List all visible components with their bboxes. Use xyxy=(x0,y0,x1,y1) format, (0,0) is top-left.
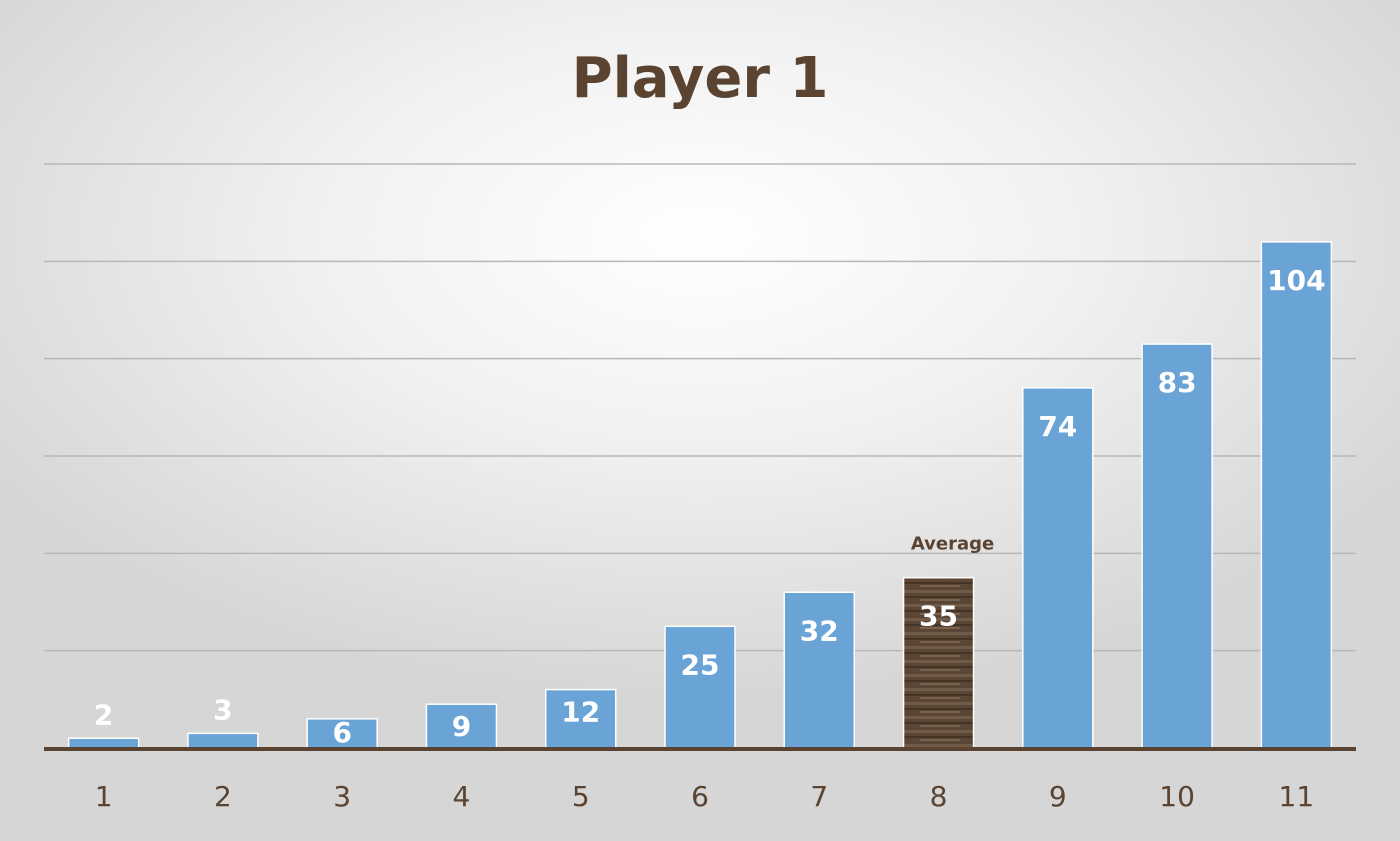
data-label-5: 12 xyxy=(561,696,600,729)
data-label-7: 32 xyxy=(800,614,839,647)
x-tick-label-8: 8 xyxy=(930,780,948,813)
bar-4 xyxy=(425,703,498,749)
chart-title: Player 1 xyxy=(572,46,829,111)
bar-3 xyxy=(306,718,378,749)
data-label-2: 3 xyxy=(213,693,232,726)
x-tick-label-11: 11 xyxy=(1279,780,1315,813)
x-tick-label-2: 2 xyxy=(214,780,232,813)
x-tick-label-3: 3 xyxy=(333,780,351,813)
bars xyxy=(67,241,1333,749)
data-label-3: 6 xyxy=(332,716,351,749)
bar-10 xyxy=(1141,343,1213,749)
data-label-10: 83 xyxy=(1158,366,1197,399)
x-tick-label-1: 1 xyxy=(95,780,113,813)
average-annotation: Average xyxy=(911,534,994,555)
gridlines xyxy=(44,163,1356,652)
bar-7 xyxy=(783,591,856,749)
bar-5 xyxy=(544,688,617,749)
data-label-6: 25 xyxy=(681,648,720,681)
bar-2 xyxy=(187,732,259,749)
x-tick-label-5: 5 xyxy=(572,780,590,813)
x-tick-label-4: 4 xyxy=(453,780,471,813)
x-tick-label-7: 7 xyxy=(810,780,828,813)
x-tick-label-9: 9 xyxy=(1049,780,1067,813)
data-label-1: 2 xyxy=(94,698,113,731)
data-label-8: 35 xyxy=(919,600,958,633)
bar-1 xyxy=(67,737,140,749)
data-label-9: 74 xyxy=(1038,410,1077,443)
x-tick-label-6: 6 xyxy=(691,780,709,813)
data-label-4: 9 xyxy=(452,710,471,743)
bar-6 xyxy=(664,625,736,749)
value-labels: 2 3 6 9 12 25 32 35 Average 74 83 104 xyxy=(94,264,1326,749)
bar-11 xyxy=(1260,241,1333,749)
x-tick-label-10: 10 xyxy=(1159,780,1195,813)
data-label-11: 104 xyxy=(1267,264,1325,297)
x-axis-tick-labels: 1 2 3 4 5 6 7 8 9 10 11 xyxy=(95,780,1314,813)
